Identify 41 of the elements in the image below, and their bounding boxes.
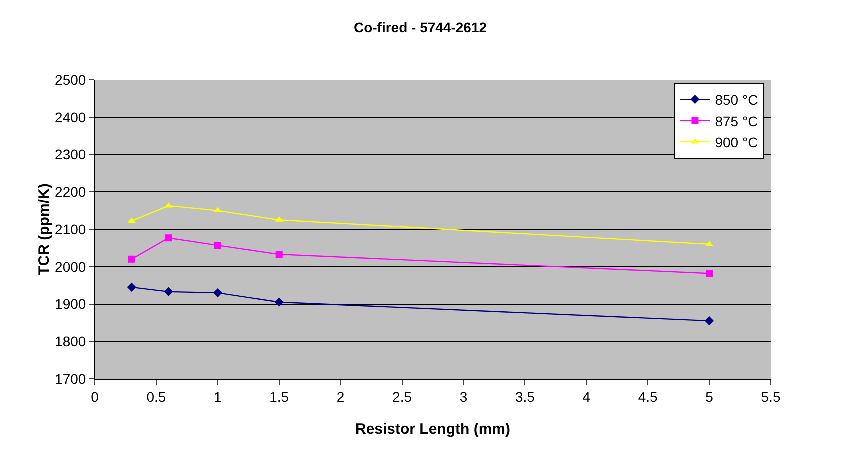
x-tick-label: 1 <box>214 388 222 405</box>
legend-label: 850 °C <box>715 92 758 108</box>
point <box>214 242 222 250</box>
x-tick-label: 5 <box>706 388 714 405</box>
x-tick-label: 3 <box>460 388 468 405</box>
x-tick-label: 5.5 <box>761 388 781 405</box>
x-tick-label: 0 <box>91 388 100 405</box>
x-tick-label: 4.5 <box>638 388 658 405</box>
x-tick-label: 3.5 <box>515 388 536 405</box>
x-axis-title: Resistor Length (mm) <box>355 421 511 438</box>
point <box>705 316 714 326</box>
x-tick-label: 1.5 <box>270 388 290 405</box>
y-tick-label: 2400 <box>55 109 86 126</box>
point <box>276 251 283 258</box>
point <box>706 240 714 246</box>
legend-label: 875 °C <box>715 113 758 130</box>
y-tick-label: 2500 <box>55 72 86 88</box>
x-tick-label: 2 <box>336 388 345 405</box>
point <box>214 207 222 213</box>
point <box>164 202 173 208</box>
point <box>127 282 136 292</box>
point <box>706 270 714 278</box>
y-tick-label: 1700 <box>55 370 86 387</box>
y-tick-label: 2300 <box>55 146 86 163</box>
point <box>164 287 174 296</box>
point <box>213 288 222 298</box>
legend-label: 900 °C <box>715 134 758 150</box>
y-tick-label: 1800 <box>55 334 86 350</box>
y-tick-label: 2000 <box>55 258 86 275</box>
point <box>274 298 284 307</box>
x-tick-label: 4 <box>582 388 591 405</box>
y-axis-title: TCR (ppm/K) <box>36 184 54 276</box>
point <box>128 218 136 224</box>
y-tick-label: 2200 <box>55 184 86 200</box>
point <box>128 256 136 263</box>
chart-title: Co-fired - 5744-2612 <box>354 19 488 36</box>
y-tick-label: 1900 <box>55 296 86 312</box>
x-tick-label: 2.5 <box>392 388 412 405</box>
x-tick-label: 0.5 <box>146 388 166 405</box>
point <box>165 234 172 242</box>
y-tick-label: 2100 <box>55 221 86 238</box>
